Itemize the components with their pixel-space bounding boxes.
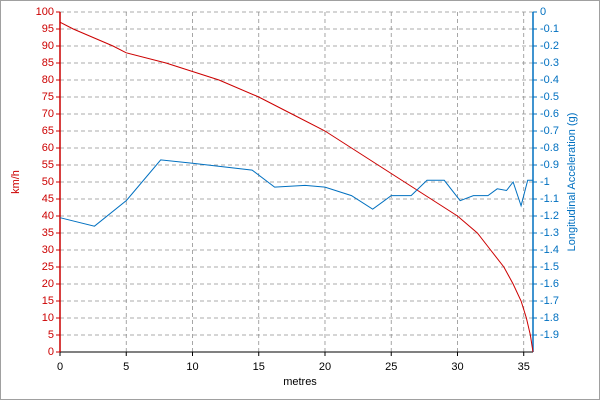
y-tick-label: 85 <box>42 57 54 69</box>
y2-tick-label: -1.7 <box>540 295 559 307</box>
y2-tick-label: -0.9 <box>540 159 559 171</box>
y2-tick-label: -0.4 <box>540 74 559 86</box>
y2-tick-label: -1.4 <box>540 244 559 256</box>
y-tick-label: 70 <box>42 108 54 120</box>
y2-tick-label: -1.1 <box>540 193 559 205</box>
y-tick-label: 55 <box>42 159 54 171</box>
y-tick-label: 10 <box>42 312 54 324</box>
series-line <box>59 159 533 227</box>
y2-tick-label: -0.1 <box>540 23 559 35</box>
y2-tick-label: -1.6 <box>540 278 559 290</box>
y-tick-label: 60 <box>42 142 54 154</box>
x-tick-label: 5 <box>123 361 129 373</box>
y2-axis-label: Longitudinal Acceleration (g) <box>566 113 578 252</box>
x-tick-label: 35 <box>518 361 530 373</box>
x-tick-label: 20 <box>319 361 331 373</box>
x-tick-label: 0 <box>57 361 63 373</box>
y-tick-label: 50 <box>42 176 54 188</box>
x-tick-label: 15 <box>253 361 265 373</box>
y-tick-label: 15 <box>42 295 54 307</box>
y2-tick-label: -1.3 <box>540 227 559 239</box>
x-tick-label: 25 <box>385 361 397 373</box>
y-tick-label: 100 <box>36 6 54 18</box>
y2-tick-label: -0.8 <box>540 142 559 154</box>
y-tick-label: 75 <box>42 91 54 103</box>
y2-tick-label: -0.2 <box>540 40 559 52</box>
y2-tick-label: -1.8 <box>540 312 559 324</box>
y-tick-label: 35 <box>42 227 54 239</box>
y-tick-label: 65 <box>42 125 54 137</box>
y-tick-label: 90 <box>42 40 54 52</box>
y-tick-label: 80 <box>42 74 54 86</box>
y-tick-label: 40 <box>42 210 54 222</box>
y2-tick-label: -0.7 <box>540 125 559 137</box>
x-tick-label: 10 <box>186 361 198 373</box>
y-tick-label: 45 <box>42 193 54 205</box>
y2-tick-label: -1.2 <box>540 210 559 222</box>
y2-tick-label: -1.9 <box>540 329 559 341</box>
y-tick-label: 30 <box>42 244 54 256</box>
y-tick-label: 0 <box>48 346 54 358</box>
y2-tick-label: 0 <box>540 6 546 18</box>
x-tick-label: 30 <box>451 361 463 373</box>
y2-tick-label: -1.5 <box>540 261 559 273</box>
series-line <box>59 21 534 353</box>
y-tick-label: 95 <box>42 23 54 35</box>
y-tick-label: 20 <box>42 278 54 290</box>
y-tick-label: 5 <box>48 329 54 341</box>
y2-tick-label: -1 <box>540 176 550 188</box>
y-axis-label: km/h <box>10 170 22 194</box>
y-tick-label: 25 <box>42 261 54 273</box>
y2-tick-label: -0.5 <box>540 91 559 103</box>
y2-tick-label: -0.6 <box>540 108 559 120</box>
y2-tick-label: -0.3 <box>540 57 559 69</box>
x-axis-label: metres <box>283 376 317 388</box>
